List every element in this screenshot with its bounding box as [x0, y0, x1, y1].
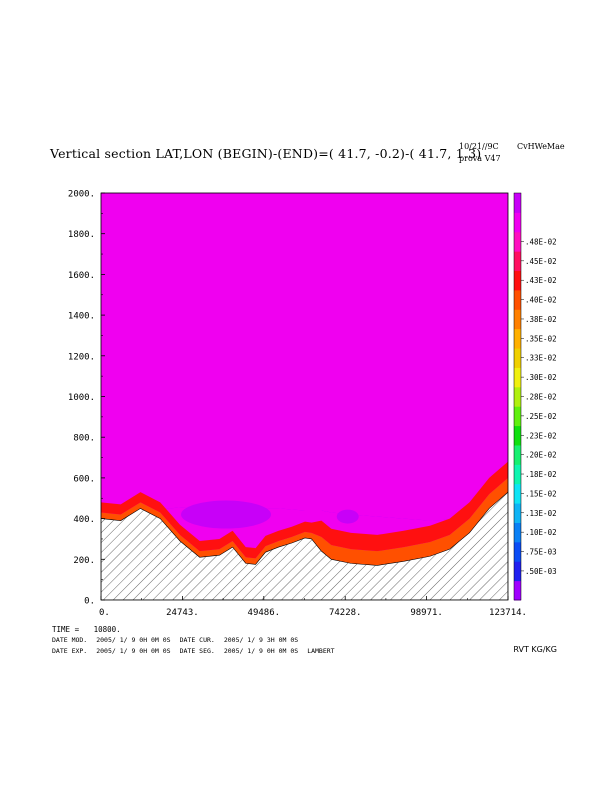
colorbar-swatch: [514, 231, 521, 252]
colorbar-swatch: [514, 193, 521, 213]
colorbar-label: .35E-02: [525, 334, 557, 343]
colorbar-swatch: [514, 464, 521, 485]
time-readout: TIME = 10800.: [52, 625, 121, 634]
footer-line-2: DATE EXP. 2005/ 1/ 9 0H 0M 0S DATE SEG. 200…: [52, 647, 344, 655]
colorbar-label: .25E-02: [525, 412, 557, 421]
date-mod: 2005/ 1/ 9 0H 0M 0S: [96, 636, 171, 644]
y-tick-label: 1400.: [68, 312, 95, 322]
date-cur: 2005/ 1/ 9 3H 0M 0S: [223, 636, 299, 644]
y-tick-label: 200.: [73, 556, 95, 566]
contour-bands: [101, 193, 508, 600]
core-main: [181, 500, 272, 529]
colorbar-label: .75E-03: [525, 548, 557, 557]
x-tick-label: 0.: [99, 608, 110, 618]
x-tick-label: 98971.: [410, 608, 443, 618]
x-tick-label: 74228.: [329, 608, 362, 618]
y-tick-label: 1600.: [68, 271, 95, 281]
y-tick-label: 800.: [73, 434, 95, 444]
colorbar-label: .45E-02: [525, 257, 557, 266]
contour-band-19: [101, 193, 508, 521]
x-tick-label: 24743.: [166, 608, 199, 618]
colorbar-swatch: [514, 251, 521, 272]
date-seg-label: DATE SEG.: [179, 647, 215, 655]
colorbar-label: .30E-02: [525, 373, 557, 382]
y-tick-label: 1200.: [68, 352, 95, 362]
date-exp-label: DATE EXP.: [52, 647, 88, 655]
colorbar-label: .20E-02: [525, 451, 557, 460]
terrain: [101, 491, 508, 600]
colorbar-swatch: [514, 289, 521, 310]
colorbar-swatch: [514, 348, 521, 368]
core-secondary: [336, 509, 359, 524]
date-seg: 2005/ 1/ 9 0H 0M 0S: [223, 647, 299, 655]
colorbar-swatch: [514, 561, 521, 582]
colorbar-swatch: [514, 270, 521, 291]
colorbar-label: .40E-02: [525, 296, 557, 305]
time-label: TIME =: [52, 625, 80, 634]
colorbar-label: .38E-02: [525, 315, 557, 324]
x-tick-label: 49486.: [248, 608, 281, 618]
y-axis: 0. 200. 400. 600. 800. 1000. 1200. 1400. 1600. 18…: [68, 190, 105, 607]
terrain-profile: [101, 491, 508, 600]
colorbar-swatch: [514, 503, 521, 523]
colorbar-swatch: [514, 580, 521, 601]
colorbar-label: .50E-03: [525, 567, 557, 576]
y-tick-label: 1000.: [68, 393, 95, 403]
units-label: RVT KG/KG: [513, 645, 557, 654]
colorbar-label: .23E-02: [525, 431, 557, 440]
colorbar-swatch: [514, 425, 521, 446]
y-tick-label: 0.: [84, 597, 95, 607]
colorbar-swatch: [514, 386, 521, 407]
y-tick-label: 600.: [73, 474, 95, 484]
model-name: CvHWeMae: [517, 142, 565, 151]
colorbar-label: .48E-02: [525, 237, 557, 246]
surface-layer-2: [101, 461, 508, 559]
colorbar-swatch: [514, 328, 521, 349]
x-axis: 0. 24743. 49486. 74228. 98971. 123714.: [99, 596, 527, 618]
run-name: prova V47: [459, 154, 501, 163]
colorbar-swatch: [514, 212, 521, 233]
footer-line-1: DATE MOD. 2005/ 1/ 9 0H 0M 0S DATE CUR. 200…: [52, 636, 307, 644]
date-mod-label: DATE MOD.: [52, 636, 88, 644]
colorbar-label: .15E-02: [525, 489, 557, 498]
date-cur-label: DATE CUR.: [179, 636, 215, 644]
colorbar-swatch: [514, 522, 521, 543]
colorbar-swatch: [514, 367, 521, 388]
y-tick-label: 1800.: [68, 230, 95, 240]
x-tick-label: 123714.: [489, 608, 527, 618]
colorbar-label: .43E-02: [525, 276, 557, 285]
moisture-maximum: [181, 500, 359, 529]
y-tick-label: 400.: [73, 515, 95, 525]
colorbar-swatch: [514, 309, 521, 330]
colorbar-label: .28E-02: [525, 393, 557, 402]
date-exp: 2005/ 1/ 9 0H 0M 0S: [96, 647, 171, 655]
colorbar-swatch: [514, 541, 521, 562]
chart-title: Vertical section LAT,LON (BEGIN)-(END)=(…: [50, 146, 482, 161]
colorbar: .50E-03 .75E-03 .10E-02 .13E-02 .15E-02 .18E-…: [513, 192, 557, 601]
y-tick-label: 2000.: [68, 190, 95, 200]
colorbar-label: .10E-02: [525, 528, 557, 537]
projection: LAMBERT: [307, 647, 335, 655]
date-code: 10/21//9C: [459, 142, 499, 151]
time-value: 10800.: [93, 625, 121, 634]
colorbar-label: .33E-02: [525, 354, 557, 363]
colorbar-swatch: [514, 444, 521, 465]
colorbar-label: .13E-02: [525, 509, 557, 518]
colorbar-swatch: [514, 483, 521, 504]
colorbar-swatch: [514, 406, 521, 427]
colorbar-label: .18E-02: [525, 470, 557, 479]
